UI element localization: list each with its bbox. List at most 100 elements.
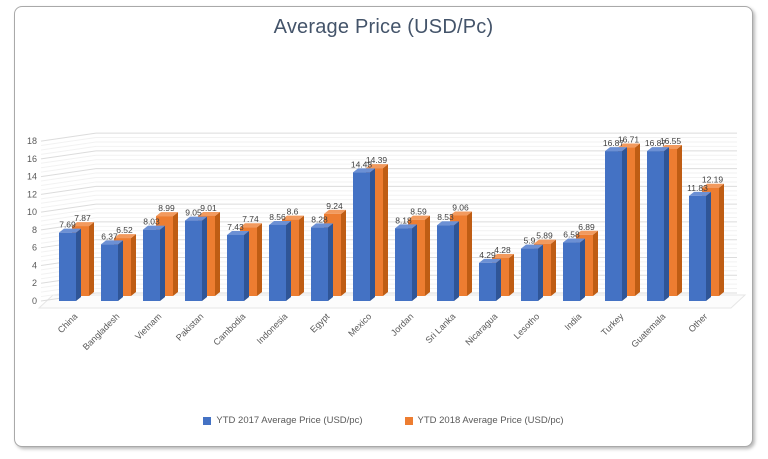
gridline-minor-diagonal [40, 141, 97, 151]
bar-2017-indonesia-top [269, 220, 291, 225]
bar-2017-indonesia-side [286, 220, 291, 301]
bar-2017-china [59, 232, 76, 301]
bar-2018-pakistan-side [215, 211, 220, 296]
x-axis-category-label: Other [686, 311, 709, 334]
bar-2017-vietnam [143, 229, 160, 301]
x-axis-category-label: Nicaragua [463, 311, 499, 347]
chart-legend: YTD 2017 Average Price (USD/pc) YTD 2018… [15, 415, 752, 426]
x-axis-category-label: Egypt [308, 311, 332, 335]
x-axis-category-label: Sri Lanka [423, 311, 457, 345]
bar-2018-turkey-side [635, 143, 640, 296]
bar-2017-egypt [311, 227, 328, 301]
bar-2018-other-side [719, 183, 724, 296]
x-axis-category-label: Turkey [599, 311, 626, 338]
chart-title: Average Price (USD/Pc) [273, 16, 494, 38]
bar-2017-vietnam-top [143, 225, 165, 230]
x-axis-category-label: Mexico [346, 311, 373, 338]
bar-2017-sri-lanka-side [454, 221, 459, 301]
gridline-minor-diagonal [40, 190, 97, 200]
bar-2017-india [563, 242, 580, 301]
bar-2017-mexico-side [370, 168, 375, 301]
bar-2018-sri-lanka-side [467, 211, 472, 296]
bar-2018-lesotho-top [534, 239, 556, 244]
gridline-minor-diagonal [40, 154, 97, 164]
bar-2017-egypt-top [311, 223, 333, 228]
legend-item-ytd-2017: YTD 2017 Average Price (USD/pc) [203, 415, 363, 426]
bar-value-label: 4.29 [479, 250, 496, 260]
x-axis-category-label: Guatemala [629, 311, 667, 349]
bar-value-label: 11.83 [687, 183, 708, 193]
y-axis-tick-label: 4 [32, 260, 37, 270]
bar-value-label: 5.89 [536, 231, 553, 241]
bar-value-label: 8.56 [269, 212, 286, 222]
y-axis-tick-label: 2 [32, 278, 37, 288]
gridline-minor-diagonal [40, 177, 97, 186]
legend-label-2017: YTD 2017 Average Price (USD/pc) [216, 415, 363, 426]
bar-2018-vietnam-side [173, 212, 178, 296]
gridline-minor-diagonal [40, 172, 97, 182]
bar-2018-cambodia-top [240, 223, 262, 228]
legend-item-ytd-2018: YTD 2018 Average Price (USD/pc) [404, 415, 564, 426]
gridline-major-diagonal [40, 150, 97, 160]
bar-2017-turkey [605, 151, 622, 301]
y-axis-tick-label: 18 [27, 136, 37, 146]
bar-value-label: 8.28 [311, 214, 328, 224]
bar-2018-mexico-side [383, 164, 388, 296]
bar-value-label: 8.99 [158, 203, 175, 213]
bar-2017-nicaragua [479, 262, 496, 301]
bar-2018-vietnam-top [156, 212, 178, 217]
bar-2017-sri-lanka [437, 225, 454, 301]
bar-value-label: 9.06 [452, 203, 469, 213]
gridline-minor-diagonal [40, 199, 97, 209]
bar-2018-nicaragua-top [492, 253, 514, 258]
bar-value-label: 8.59 [410, 207, 427, 217]
bar-2018-sri-lanka-top [450, 211, 472, 216]
bar-2017-lesotho [521, 248, 538, 301]
bar-2017-vietnam-side [160, 225, 165, 301]
gridline-minor-diagonal [40, 212, 97, 222]
bar-2017-lesotho-top [521, 244, 543, 249]
x-axis-category-label: Pakistan [174, 311, 205, 342]
gridline-minor-diagonal [40, 208, 97, 218]
bar-2017-china-side [76, 228, 81, 301]
y-axis-tick-label: 8 [32, 225, 37, 235]
gridline-minor-diagonal [40, 194, 97, 204]
bar-2017-india-side [580, 238, 585, 301]
y-axis-tick-label: 10 [27, 207, 37, 217]
bar-value-label: 16.87 [603, 138, 625, 148]
bar-2017-other-top [689, 191, 711, 196]
x-axis-category-label: China [56, 311, 80, 335]
x-axis-category-label: India [563, 311, 584, 332]
y-axis-tick-label: 0 [32, 296, 37, 306]
bar-value-label: 7.43 [227, 222, 244, 232]
bar-2017-other [689, 195, 706, 301]
bar-value-label: 7.69 [59, 220, 76, 230]
bar-2017-turkey-side [622, 147, 627, 301]
y-axis-tick-label: 14 [27, 172, 37, 182]
bar-2017-cambodia-side [244, 230, 249, 301]
bar-2017-bangladesh-side [118, 240, 123, 301]
chart-image-frame: Average Price (USD/Pc) 0 2 4 6 8 10 12 14 16 18 Ch… [14, 6, 753, 447]
bar-value-label: 6.89 [578, 222, 595, 232]
bar-2017-india-top [563, 238, 585, 243]
x-axis-category-label: Cambodia [211, 311, 247, 347]
bar-2018-mexico-top [366, 164, 388, 169]
bar-2018-lesotho-side [551, 239, 556, 296]
bar-2018-china-top [72, 222, 94, 227]
bar-chart-plot: 0 2 4 6 8 10 12 14 16 18 China Bangladesh Vietnam Pak… [27, 132, 747, 352]
bar-value-label: 7.87 [74, 213, 91, 223]
bar-value-label: 4.28 [494, 245, 511, 255]
bar-2018-jordan-side [425, 215, 430, 296]
bar-2018-bangladesh-top [114, 234, 136, 239]
bar-value-label: 16.71 [618, 135, 640, 145]
y-axis-tick-label: 16 [27, 154, 37, 164]
x-axis-category-label: Vietnam [133, 311, 163, 341]
y-axis-tick-label: 12 [27, 189, 37, 199]
bar-2018-indonesia-side [299, 215, 304, 296]
gridline-minor-diagonal [40, 159, 97, 169]
bar-2017-pakistan-top [185, 216, 207, 221]
bar-2017-sri-lanka-top [437, 221, 459, 226]
bar-2018-pakistan-top [198, 211, 220, 216]
gridline-minor-diagonal [40, 181, 97, 191]
bar-2017-pakistan [185, 220, 202, 301]
